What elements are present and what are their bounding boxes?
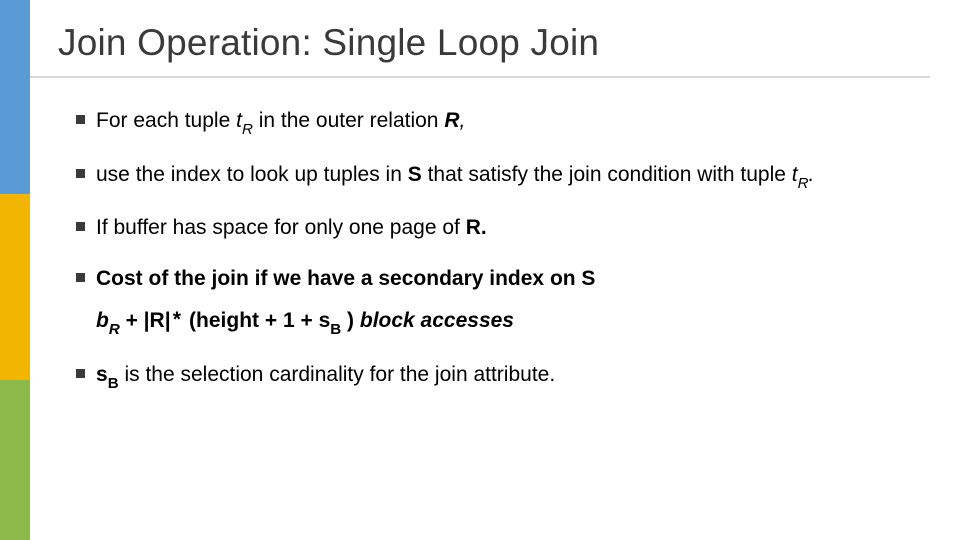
var-sB-sub: B — [330, 321, 341, 338]
text: + |R| — [120, 309, 171, 332]
text: ) — [341, 309, 360, 332]
var-bR-b: b — [96, 309, 109, 332]
stripe-bot — [0, 380, 30, 540]
text: that satisfy the join condition with tup… — [422, 163, 792, 186]
sidebar-stripes — [0, 0, 30, 540]
bullet-marker-icon — [76, 369, 85, 378]
title-underline — [30, 76, 930, 78]
var-R: R — [466, 216, 481, 239]
text: , — [459, 109, 465, 132]
stripe-mid — [0, 194, 30, 380]
slide-title: Join Operation: Single Loop Join — [58, 22, 930, 64]
text: . — [809, 163, 815, 186]
var-sB-sub: B — [108, 375, 119, 392]
text: For each tuple — [96, 109, 236, 132]
bullet-3: If buffer has space for only one page of… — [76, 215, 920, 242]
bullet-marker-icon — [76, 169, 85, 178]
bullet-1: For each tuple tR in the outer relation … — [76, 108, 920, 138]
bullet-marker-icon — [76, 222, 85, 231]
text: in the outer relation — [253, 109, 444, 132]
text: (height + 1 + — [183, 309, 318, 332]
var-t-sub: R — [242, 121, 253, 138]
content: For each tuple tR in the outer relation … — [76, 108, 920, 416]
bullet-marker-icon — [76, 115, 85, 124]
var-sB-s: s — [319, 309, 331, 332]
text: Cost of the join if we have a secondary … — [96, 267, 595, 290]
bullet-5: sB is the selection cardinality for the … — [76, 362, 920, 392]
var-sB-s: s — [96, 363, 108, 386]
var-S: S — [408, 163, 422, 186]
bullet-4: Cost of the join if we have a secondary … — [76, 266, 920, 293]
slide: Join Operation: Single Loop Join For eac… — [0, 0, 960, 540]
text: If buffer has space for only one page of — [96, 216, 466, 239]
text: block accesses — [360, 309, 514, 332]
var-R: R — [444, 109, 459, 132]
title-wrap: Join Operation: Single Loop Join — [58, 22, 930, 64]
text: use the index to look up tuples in — [96, 163, 408, 186]
var-t: t — [792, 163, 798, 186]
bullet-2: use the index to look up tuples in S tha… — [76, 162, 920, 192]
cost-formula: bR + |R|* (height + 1 + sB ) block acces… — [76, 309, 920, 336]
text: is the selection cardinality for the joi… — [119, 363, 556, 386]
stripe-top — [0, 0, 30, 194]
var-bR-sub: R — [109, 321, 120, 338]
var-t-sub: R — [798, 175, 809, 192]
asterisk: * — [171, 311, 184, 334]
text: . — [481, 216, 487, 239]
bullet-marker-icon — [76, 273, 85, 282]
